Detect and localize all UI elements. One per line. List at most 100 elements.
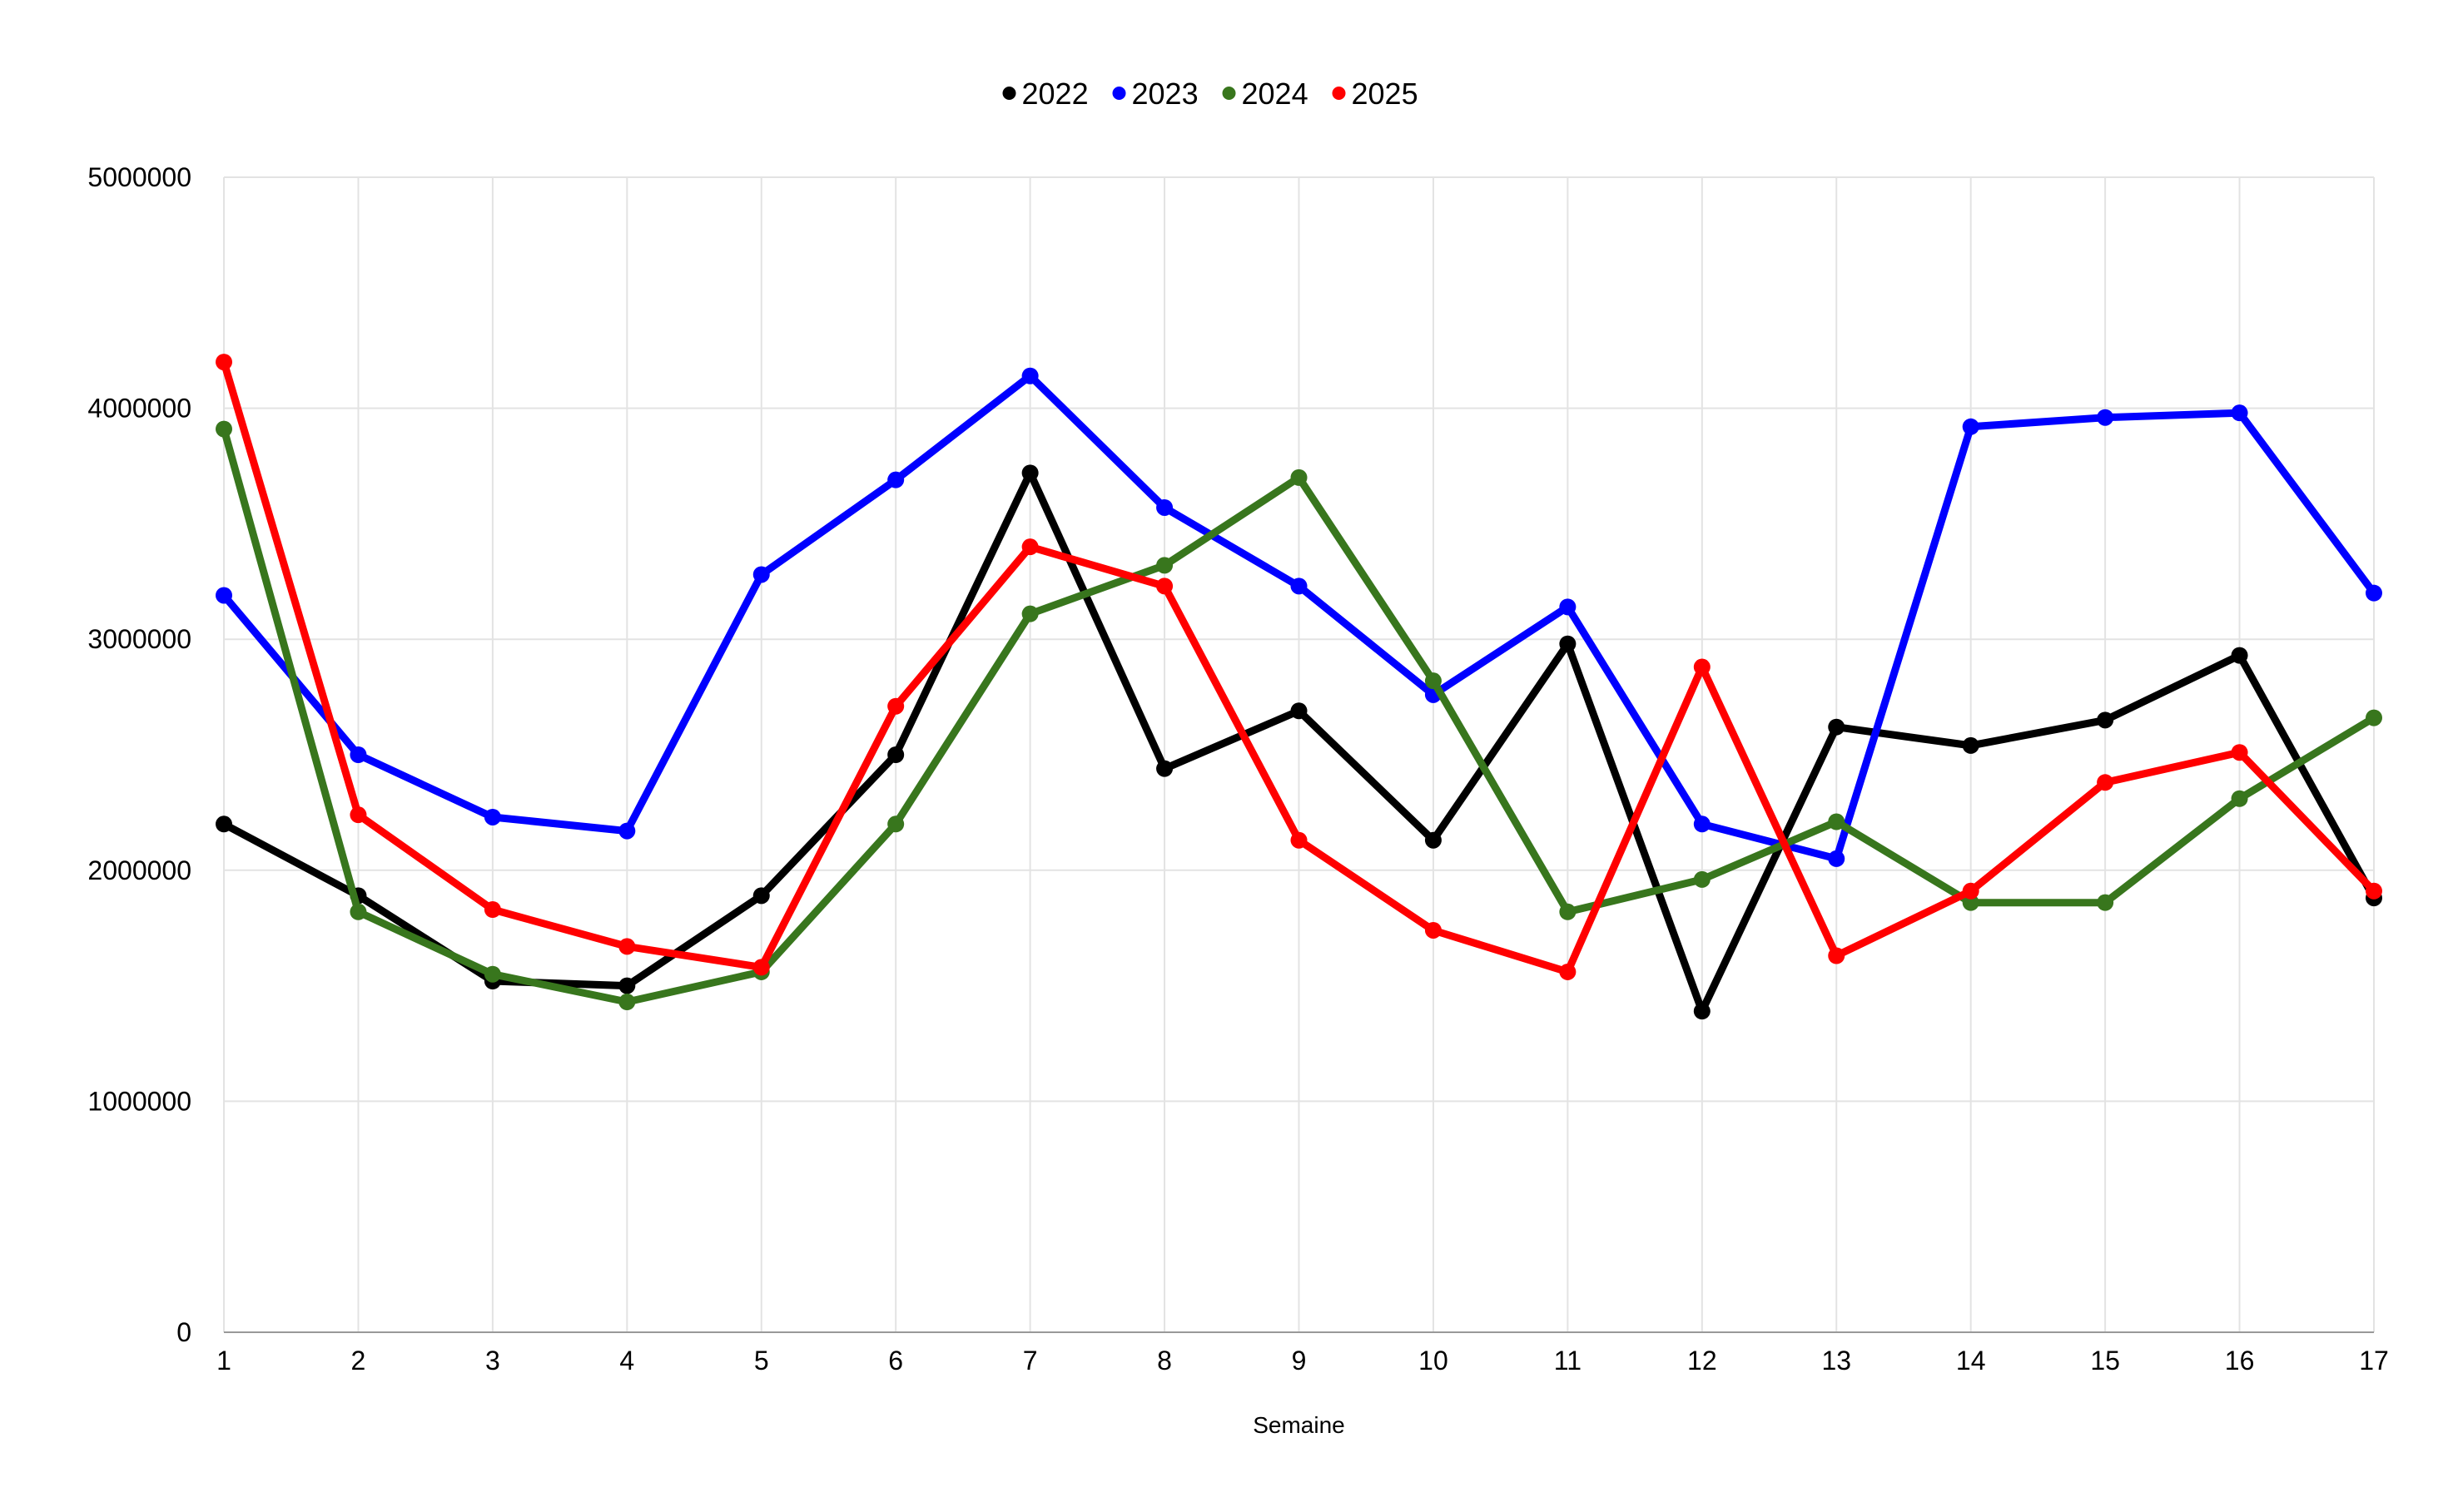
x-tick-label: 5 <box>754 1346 769 1376</box>
data-point-2023 <box>752 566 770 583</box>
legend: 2022 2023 2024 2025 <box>1002 77 1418 111</box>
x-axis-title: Semaine <box>1253 1412 1345 1438</box>
x-tick-label: 9 <box>1292 1346 1307 1376</box>
y-tick-label: 5000000 <box>87 162 191 192</box>
x-tick-label: 7 <box>1023 1346 1038 1376</box>
x-tick-label: 3 <box>485 1346 500 1376</box>
legend-item-2024: 2024 <box>1222 77 1308 111</box>
data-point-2025 <box>2366 882 2382 900</box>
x-tick-label: 1 <box>216 1346 231 1376</box>
data-point-2025 <box>1962 882 1979 900</box>
x-tick-label: 14 <box>1956 1346 1986 1376</box>
series-2023 <box>216 367 2382 867</box>
data-point-2025 <box>350 806 367 824</box>
y-tick-label: 3000000 <box>87 624 191 654</box>
data-point-2022 <box>1021 464 1039 482</box>
data-point-2025 <box>2231 744 2248 761</box>
data-point-2023 <box>2097 409 2114 426</box>
data-point-2022 <box>887 746 905 763</box>
data-point-2025 <box>1559 963 1577 980</box>
legend-marker <box>1112 87 1126 100</box>
data-point-2023 <box>1693 815 1711 833</box>
x-tick-label: 8 <box>1157 1346 1172 1376</box>
data-point-2025 <box>752 959 770 976</box>
data-point-2024 <box>2231 790 2248 807</box>
data-point-2022 <box>2097 711 2114 729</box>
data-point-2025 <box>1828 947 1845 964</box>
y-tick-label: 4000000 <box>87 394 191 424</box>
x-tick-label: 12 <box>1687 1346 1717 1376</box>
data-point-2024 <box>1962 894 1979 911</box>
data-point-2022 <box>216 815 232 833</box>
data-point-2022 <box>1962 736 1979 754</box>
data-point-2024 <box>1290 468 1308 486</box>
data-point-2023 <box>484 808 501 825</box>
data-point-2023 <box>1021 367 1039 384</box>
x-tick-label: 16 <box>2225 1346 2255 1376</box>
data-point-2025 <box>216 354 232 371</box>
data-point-2025 <box>618 938 636 955</box>
x-tick-label: 6 <box>888 1346 903 1376</box>
data-point-2024 <box>1693 870 1711 888</box>
series-2025 <box>216 354 2382 980</box>
series-2024 <box>216 420 2382 1011</box>
data-point-2024 <box>2097 894 2114 911</box>
legend-label: 2025 <box>1352 77 1418 111</box>
data-point-2024 <box>1828 813 1845 830</box>
x-tick-label: 17 <box>2359 1346 2389 1376</box>
data-point-2025 <box>887 697 905 715</box>
data-point-2023 <box>1290 578 1308 595</box>
data-point-2025 <box>1693 658 1711 676</box>
x-tick-label: 11 <box>1554 1346 1581 1376</box>
data-point-2024 <box>1156 557 1174 574</box>
legend-label: 2024 <box>1242 77 1308 111</box>
data-point-2024 <box>887 815 905 833</box>
series-lines <box>216 354 2382 1020</box>
y-tick-label: 0 <box>176 1317 191 1347</box>
data-point-2022 <box>1559 635 1577 652</box>
series-2022 <box>216 464 2382 1020</box>
data-point-2025 <box>1290 831 1308 849</box>
data-point-2025 <box>1021 538 1039 556</box>
data-point-2023 <box>1559 598 1577 616</box>
x-tick-label: 4 <box>619 1346 634 1376</box>
x-tick-label: 2 <box>351 1346 366 1376</box>
data-point-2025 <box>2097 774 2114 791</box>
data-point-2023 <box>1828 850 1845 867</box>
data-point-2022 <box>618 977 636 994</box>
data-point-2024 <box>1559 903 1577 920</box>
legend-marker <box>1332 87 1346 100</box>
legend-item-2025: 2025 <box>1332 77 1418 111</box>
data-point-2024 <box>618 994 636 1011</box>
data-point-2022 <box>1828 718 1845 736</box>
data-point-2022 <box>1693 1003 1711 1020</box>
data-point-2024 <box>1424 672 1442 690</box>
legend-marker <box>1002 87 1016 100</box>
data-point-2025 <box>484 900 501 918</box>
x-tick-label: 13 <box>1821 1346 1851 1376</box>
y-tick-label: 1000000 <box>87 1086 191 1116</box>
data-point-2022 <box>1156 760 1174 777</box>
data-point-2023 <box>1962 418 1979 435</box>
data-point-2023 <box>350 746 367 763</box>
data-point-2023 <box>216 587 232 604</box>
legend-item-2023: 2023 <box>1112 77 1199 111</box>
data-point-2022 <box>752 887 770 905</box>
data-point-2024 <box>484 965 501 983</box>
data-point-2024 <box>216 420 232 438</box>
data-point-2023 <box>2231 404 2248 422</box>
y-tick-label: 2000000 <box>87 855 191 885</box>
data-point-2022 <box>1290 702 1308 720</box>
legend-label: 2022 <box>1022 77 1089 111</box>
data-point-2025 <box>1156 578 1174 595</box>
data-point-2024 <box>350 903 367 920</box>
data-point-2023 <box>1156 498 1174 516</box>
legend-label: 2023 <box>1132 77 1199 111</box>
data-point-2023 <box>2366 584 2382 602</box>
data-point-2023 <box>887 471 905 488</box>
data-point-2022 <box>2231 647 2248 664</box>
data-point-2024 <box>2366 709 2382 726</box>
